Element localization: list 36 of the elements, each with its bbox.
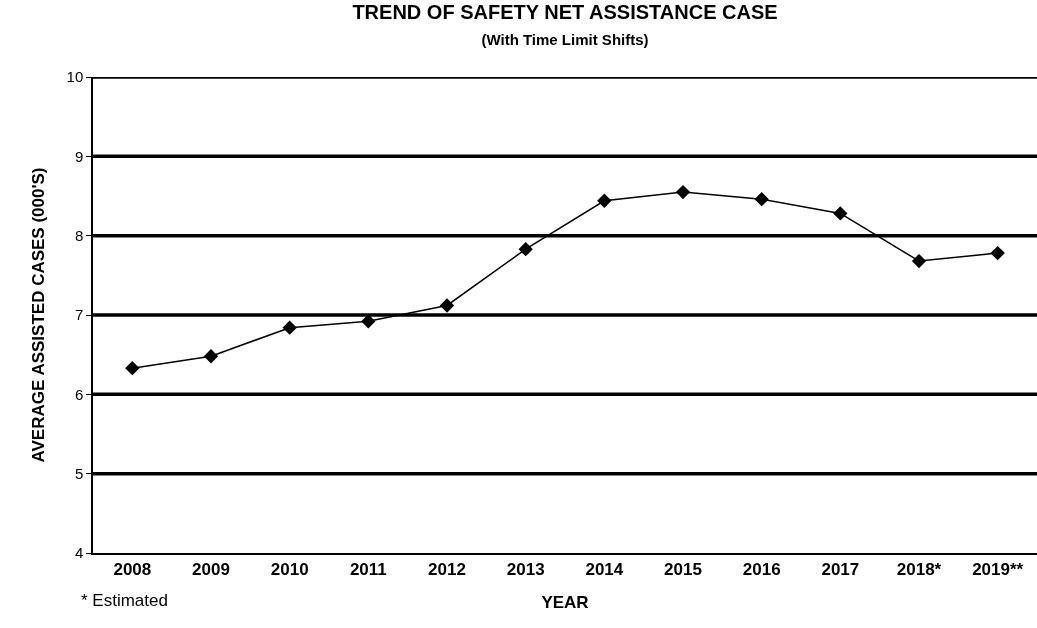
point — [833, 206, 848, 221]
x-axis-title: YEAR — [541, 593, 589, 613]
point — [282, 320, 297, 335]
text: * Estimated — [81, 591, 168, 610]
x-tick-label: 2017 — [821, 560, 860, 580]
point — [518, 242, 533, 257]
x-tick-label: 2019** — [972, 560, 1024, 580]
x-tick-label: 2018* — [896, 560, 942, 580]
point — [125, 361, 140, 376]
y-tick-label: 9 — [74, 147, 84, 165]
x-tick-label: 2016 — [742, 560, 781, 580]
chart-title: TREND OF SAFETY NET ASSISTANCE CASE — [352, 0, 778, 23]
x-tick-label: 2008 — [113, 560, 152, 580]
y-tick-label: 8 — [74, 226, 84, 244]
chart-subtitle: (With Time Limit Shifts) — [481, 30, 649, 48]
x-tick-label: 2014 — [585, 560, 624, 580]
point — [675, 184, 691, 200]
point — [990, 245, 1005, 261]
y-tick-label: 4 — [74, 544, 84, 562]
point — [754, 192, 769, 207]
point — [597, 193, 612, 208]
point — [203, 349, 219, 364]
x-tick-label: 2009 — [192, 560, 230, 580]
y-tick-label: 5 — [74, 464, 84, 482]
point — [911, 253, 927, 269]
x-tick-label: 2010 — [270, 560, 309, 580]
x-tick-label: 2011 — [349, 560, 387, 580]
y-tick-label: 6 — [74, 385, 84, 403]
x-tick-label: 2013 — [506, 560, 545, 580]
x-tick-label: 2015 — [664, 560, 702, 580]
y-tick-label: 7 — [74, 306, 84, 324]
y-tick-label: 10 — [66, 68, 84, 86]
point — [361, 314, 376, 329]
point — [439, 298, 455, 313]
y-axis-title: AVERAGE ASSISTED CASES (000'S) — [28, 167, 48, 463]
x-tick-label: 2012 — [428, 560, 466, 580]
